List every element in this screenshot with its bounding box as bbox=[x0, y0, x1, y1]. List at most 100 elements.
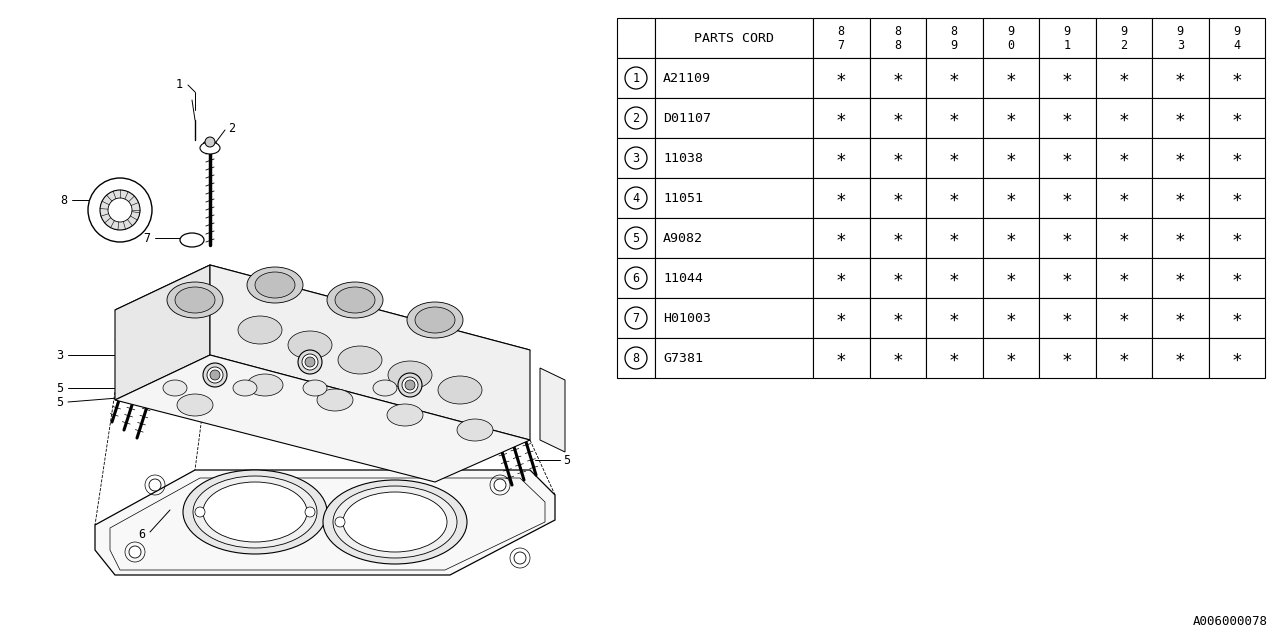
Text: ∗: ∗ bbox=[1062, 269, 1073, 287]
Ellipse shape bbox=[323, 480, 467, 564]
Ellipse shape bbox=[387, 404, 422, 426]
Text: ∗: ∗ bbox=[1062, 229, 1073, 247]
Bar bbox=[617, 138, 655, 178]
Circle shape bbox=[129, 546, 141, 558]
Ellipse shape bbox=[247, 267, 303, 303]
Text: ∗: ∗ bbox=[1005, 349, 1016, 367]
Bar bbox=[1152, 98, 1208, 138]
Text: ∗: ∗ bbox=[1175, 349, 1185, 367]
Bar bbox=[1039, 178, 1096, 218]
Text: ∗: ∗ bbox=[948, 69, 960, 87]
Text: ∗: ∗ bbox=[948, 269, 960, 287]
Circle shape bbox=[302, 354, 317, 370]
Bar bbox=[983, 338, 1039, 378]
Text: 5: 5 bbox=[632, 232, 640, 244]
Text: ∗: ∗ bbox=[892, 149, 904, 167]
Circle shape bbox=[515, 552, 526, 564]
Text: ∗: ∗ bbox=[1119, 189, 1129, 207]
Bar bbox=[925, 178, 983, 218]
Ellipse shape bbox=[288, 331, 332, 359]
Bar bbox=[655, 98, 813, 138]
Bar bbox=[1152, 218, 1208, 258]
Bar bbox=[1039, 258, 1096, 298]
Text: 9: 9 bbox=[1007, 24, 1014, 38]
Polygon shape bbox=[115, 265, 210, 400]
Ellipse shape bbox=[163, 380, 187, 396]
Circle shape bbox=[335, 517, 346, 527]
Text: ∗: ∗ bbox=[1231, 309, 1242, 327]
Ellipse shape bbox=[317, 389, 353, 411]
Bar bbox=[869, 178, 925, 218]
Ellipse shape bbox=[255, 272, 294, 298]
Bar bbox=[1208, 58, 1265, 98]
Text: ∗: ∗ bbox=[1119, 269, 1129, 287]
Ellipse shape bbox=[338, 346, 381, 374]
Text: 7: 7 bbox=[143, 232, 150, 244]
Text: 1: 1 bbox=[175, 77, 183, 90]
Bar bbox=[1208, 138, 1265, 178]
Circle shape bbox=[148, 479, 161, 491]
Text: 6: 6 bbox=[632, 271, 640, 285]
Ellipse shape bbox=[200, 142, 220, 154]
Text: 5: 5 bbox=[56, 381, 63, 394]
Text: ∗: ∗ bbox=[1005, 69, 1016, 87]
Ellipse shape bbox=[175, 287, 215, 313]
Text: ∗: ∗ bbox=[1005, 309, 1016, 327]
Text: ∗: ∗ bbox=[948, 189, 960, 207]
Bar bbox=[1096, 298, 1152, 338]
Bar bbox=[1152, 138, 1208, 178]
Text: 4: 4 bbox=[632, 191, 640, 205]
Ellipse shape bbox=[177, 394, 212, 416]
Bar bbox=[813, 298, 869, 338]
Polygon shape bbox=[115, 265, 530, 392]
Text: ∗: ∗ bbox=[1175, 189, 1185, 207]
Text: ∗: ∗ bbox=[1175, 149, 1185, 167]
Bar bbox=[1096, 338, 1152, 378]
Text: 1: 1 bbox=[1064, 38, 1071, 51]
Text: 11051: 11051 bbox=[663, 191, 703, 205]
Text: ∗: ∗ bbox=[1175, 229, 1185, 247]
Text: ∗: ∗ bbox=[836, 309, 846, 327]
Ellipse shape bbox=[303, 380, 326, 396]
Bar bbox=[1208, 18, 1265, 58]
Bar bbox=[813, 18, 869, 58]
Bar bbox=[617, 18, 655, 58]
Polygon shape bbox=[210, 265, 530, 440]
Text: ∗: ∗ bbox=[948, 149, 960, 167]
Ellipse shape bbox=[415, 307, 454, 333]
Text: A21109: A21109 bbox=[663, 72, 710, 84]
Bar bbox=[813, 178, 869, 218]
Text: 9: 9 bbox=[1120, 24, 1128, 38]
Circle shape bbox=[108, 198, 132, 222]
Text: G7381: G7381 bbox=[663, 351, 703, 365]
Bar bbox=[983, 98, 1039, 138]
Polygon shape bbox=[540, 368, 564, 452]
Bar bbox=[655, 298, 813, 338]
Bar bbox=[925, 218, 983, 258]
Circle shape bbox=[210, 370, 220, 380]
Bar bbox=[1039, 338, 1096, 378]
Text: ∗: ∗ bbox=[1175, 109, 1185, 127]
Ellipse shape bbox=[333, 486, 457, 558]
Bar bbox=[869, 58, 925, 98]
Bar bbox=[655, 258, 813, 298]
Text: 8: 8 bbox=[632, 351, 640, 365]
Text: ∗: ∗ bbox=[1005, 149, 1016, 167]
Bar bbox=[813, 138, 869, 178]
Bar bbox=[813, 258, 869, 298]
Text: D01107: D01107 bbox=[663, 111, 710, 125]
Circle shape bbox=[305, 507, 315, 517]
Bar bbox=[1208, 178, 1265, 218]
Text: ∗: ∗ bbox=[1231, 229, 1242, 247]
Text: ∗: ∗ bbox=[836, 269, 846, 287]
Text: 4: 4 bbox=[338, 317, 346, 330]
Text: ∗: ∗ bbox=[836, 69, 846, 87]
Text: ∗: ∗ bbox=[1231, 269, 1242, 287]
Ellipse shape bbox=[457, 419, 493, 441]
Bar bbox=[869, 298, 925, 338]
Bar bbox=[925, 338, 983, 378]
Bar bbox=[1096, 178, 1152, 218]
Text: ∗: ∗ bbox=[892, 229, 904, 247]
Bar bbox=[983, 58, 1039, 98]
Text: 8: 8 bbox=[837, 24, 845, 38]
